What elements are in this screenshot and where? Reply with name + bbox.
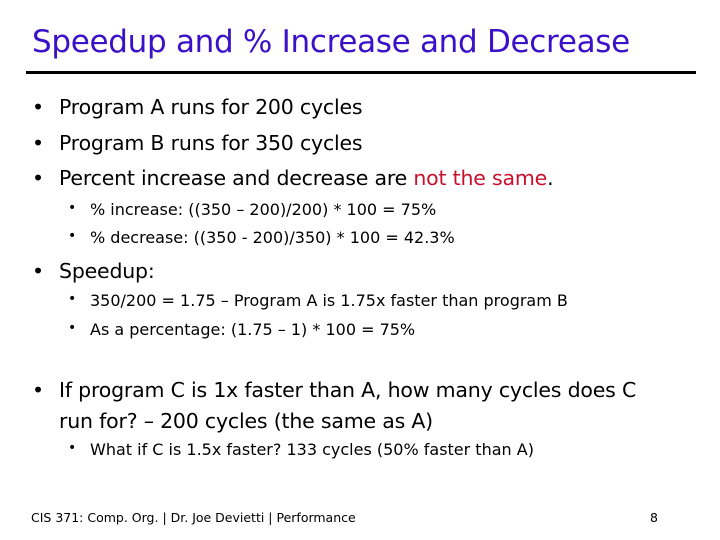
bullet-dot: • [32, 259, 44, 283]
bullet-text: What if C is 1.5x faster? 133 cycles (50… [90, 440, 534, 459]
bullet-dot: • [32, 95, 44, 119]
bullet-text: 350/200 = 1.75 – Program A is 1.75x fast… [90, 291, 568, 310]
bullet-text-before: Percent increase and decrease are [59, 166, 414, 190]
page-number: 8 [650, 510, 658, 525]
bullet-text-line2: run for? – 200 cycles (the same as A) [59, 409, 433, 433]
bullet-dot: • [68, 320, 77, 336]
bullet-text: % increase: ((350 – 200)/200) * 100 = 75… [90, 200, 437, 219]
bullet-dot: • [32, 378, 44, 402]
footer: CIS 371: Comp. Org. | Dr. Joe Devietti |… [31, 510, 356, 525]
bullet-text: Program B runs for 350 cycles [59, 131, 363, 155]
bullet-dot: • [68, 440, 77, 456]
bullet-text: Program A runs for 200 cycles [59, 95, 363, 119]
title-rule [26, 71, 696, 74]
highlight-not-the-same: not the same [413, 166, 548, 190]
bullet-dot: • [68, 228, 77, 244]
bullet-text-after: . [547, 166, 554, 190]
bullet-dot: • [68, 291, 77, 307]
bullet-text: Speedup: [59, 259, 155, 283]
bullet-dot: • [32, 131, 44, 155]
page-title: Speedup and % Increase and Decrease [32, 24, 630, 60]
bullet-dot: • [68, 200, 77, 216]
bullet-text: Percent increase and decrease are not th… [59, 166, 554, 190]
bullet-text: As a percentage: (1.75 – 1) * 100 = 75% [90, 320, 416, 339]
bullet-text-line1: If program C is 1x faster than A, how ma… [59, 378, 637, 402]
bullet-dot: • [32, 166, 44, 190]
bullet-text: % decrease: ((350 - 200)/350) * 100 = 42… [90, 228, 455, 247]
